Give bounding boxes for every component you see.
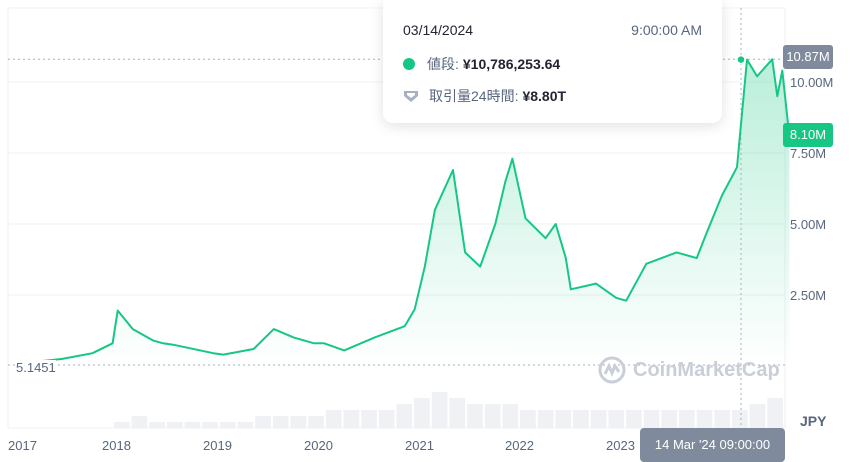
volume-bar (520, 410, 536, 428)
high-price-badge: 10.87M (783, 45, 833, 69)
x-tick-label: 2019 (203, 438, 232, 453)
volume-bar (608, 410, 625, 428)
volume-bar (749, 404, 766, 428)
volume-bar (396, 404, 413, 428)
volume-bar (272, 416, 289, 428)
price-area (22, 59, 790, 367)
tooltip-price-row: 値段: ¥10,786,253.64 (403, 54, 560, 74)
volume-bar (431, 392, 448, 428)
volume-bar (325, 410, 342, 428)
x-tick-label: 2021 (405, 438, 434, 453)
volume-bar (537, 410, 554, 428)
volume-bar (343, 410, 360, 428)
hover-point (736, 54, 746, 65)
volume-bar (255, 416, 271, 428)
volume-bar (502, 404, 519, 428)
y-tick-label: 7.50M (790, 146, 827, 161)
volume-bar (590, 410, 607, 428)
volume-bar (290, 416, 307, 428)
price-line (21, 58, 791, 365)
tooltip-time: 9:00:00 AM (631, 22, 702, 38)
x-tick-label: 2017 (8, 438, 37, 453)
volume-bar (626, 410, 642, 428)
x-tick-label: 2018 (102, 438, 131, 453)
baseline-label: 5.1451 (16, 360, 56, 375)
y-tick-label: 10.00M (790, 75, 834, 90)
volume-bar (767, 398, 783, 428)
tooltip-volume-row: 取引量24時間: ¥8.80T (403, 86, 566, 106)
volume-bar (361, 410, 377, 428)
volume-bar (131, 416, 148, 428)
x-tick-label: 2023 (606, 438, 635, 453)
volume-bar (661, 410, 678, 428)
volume-bar (696, 410, 713, 428)
volume-bar (113, 422, 130, 428)
tooltip-date: 03/14/2024 (403, 22, 474, 38)
volume-bar (555, 410, 572, 428)
volume-bar (378, 410, 395, 428)
volume-bar (149, 422, 165, 428)
volume-bar (643, 410, 660, 428)
cmc-logo-icon (598, 356, 626, 384)
y-tick-label: 2.50M (790, 288, 827, 303)
crosshair-date-label: 14 Mar '24 09:00:00 (640, 428, 785, 462)
tooltip-volume-value: ¥8.80T (522, 88, 567, 104)
tooltip-price-value: ¥10,786,253.64 (462, 56, 561, 72)
volume-bar (573, 410, 589, 428)
volume-bar (219, 422, 236, 428)
volume-bar (467, 404, 483, 428)
volume-bar (449, 398, 466, 428)
volume-bar (484, 404, 501, 428)
x-tick-label: 2020 (304, 438, 333, 453)
volume-bar (184, 422, 201, 428)
currency-label: JPY (800, 413, 827, 429)
current-price-badge: 8.10M (783, 123, 833, 147)
volume-bar (237, 422, 254, 428)
y-tick-label: 5.00M (790, 217, 827, 232)
price-tooltip: 03/14/2024 9:00:00 AM 値段: ¥10,786,253.64… (383, 0, 722, 123)
volume-bar (714, 410, 731, 428)
volume-bar (166, 422, 183, 428)
volume-bar (414, 398, 430, 428)
price-dot-icon (403, 58, 415, 70)
volume-icon (404, 91, 418, 102)
volume-bar (679, 410, 695, 428)
volume-bar (732, 410, 748, 428)
coinmarketcap-watermark: CoinMarketCap (597, 355, 780, 385)
volume-bar (308, 416, 324, 428)
volume-bar (202, 422, 218, 428)
x-tick-label: 2022 (505, 438, 534, 453)
